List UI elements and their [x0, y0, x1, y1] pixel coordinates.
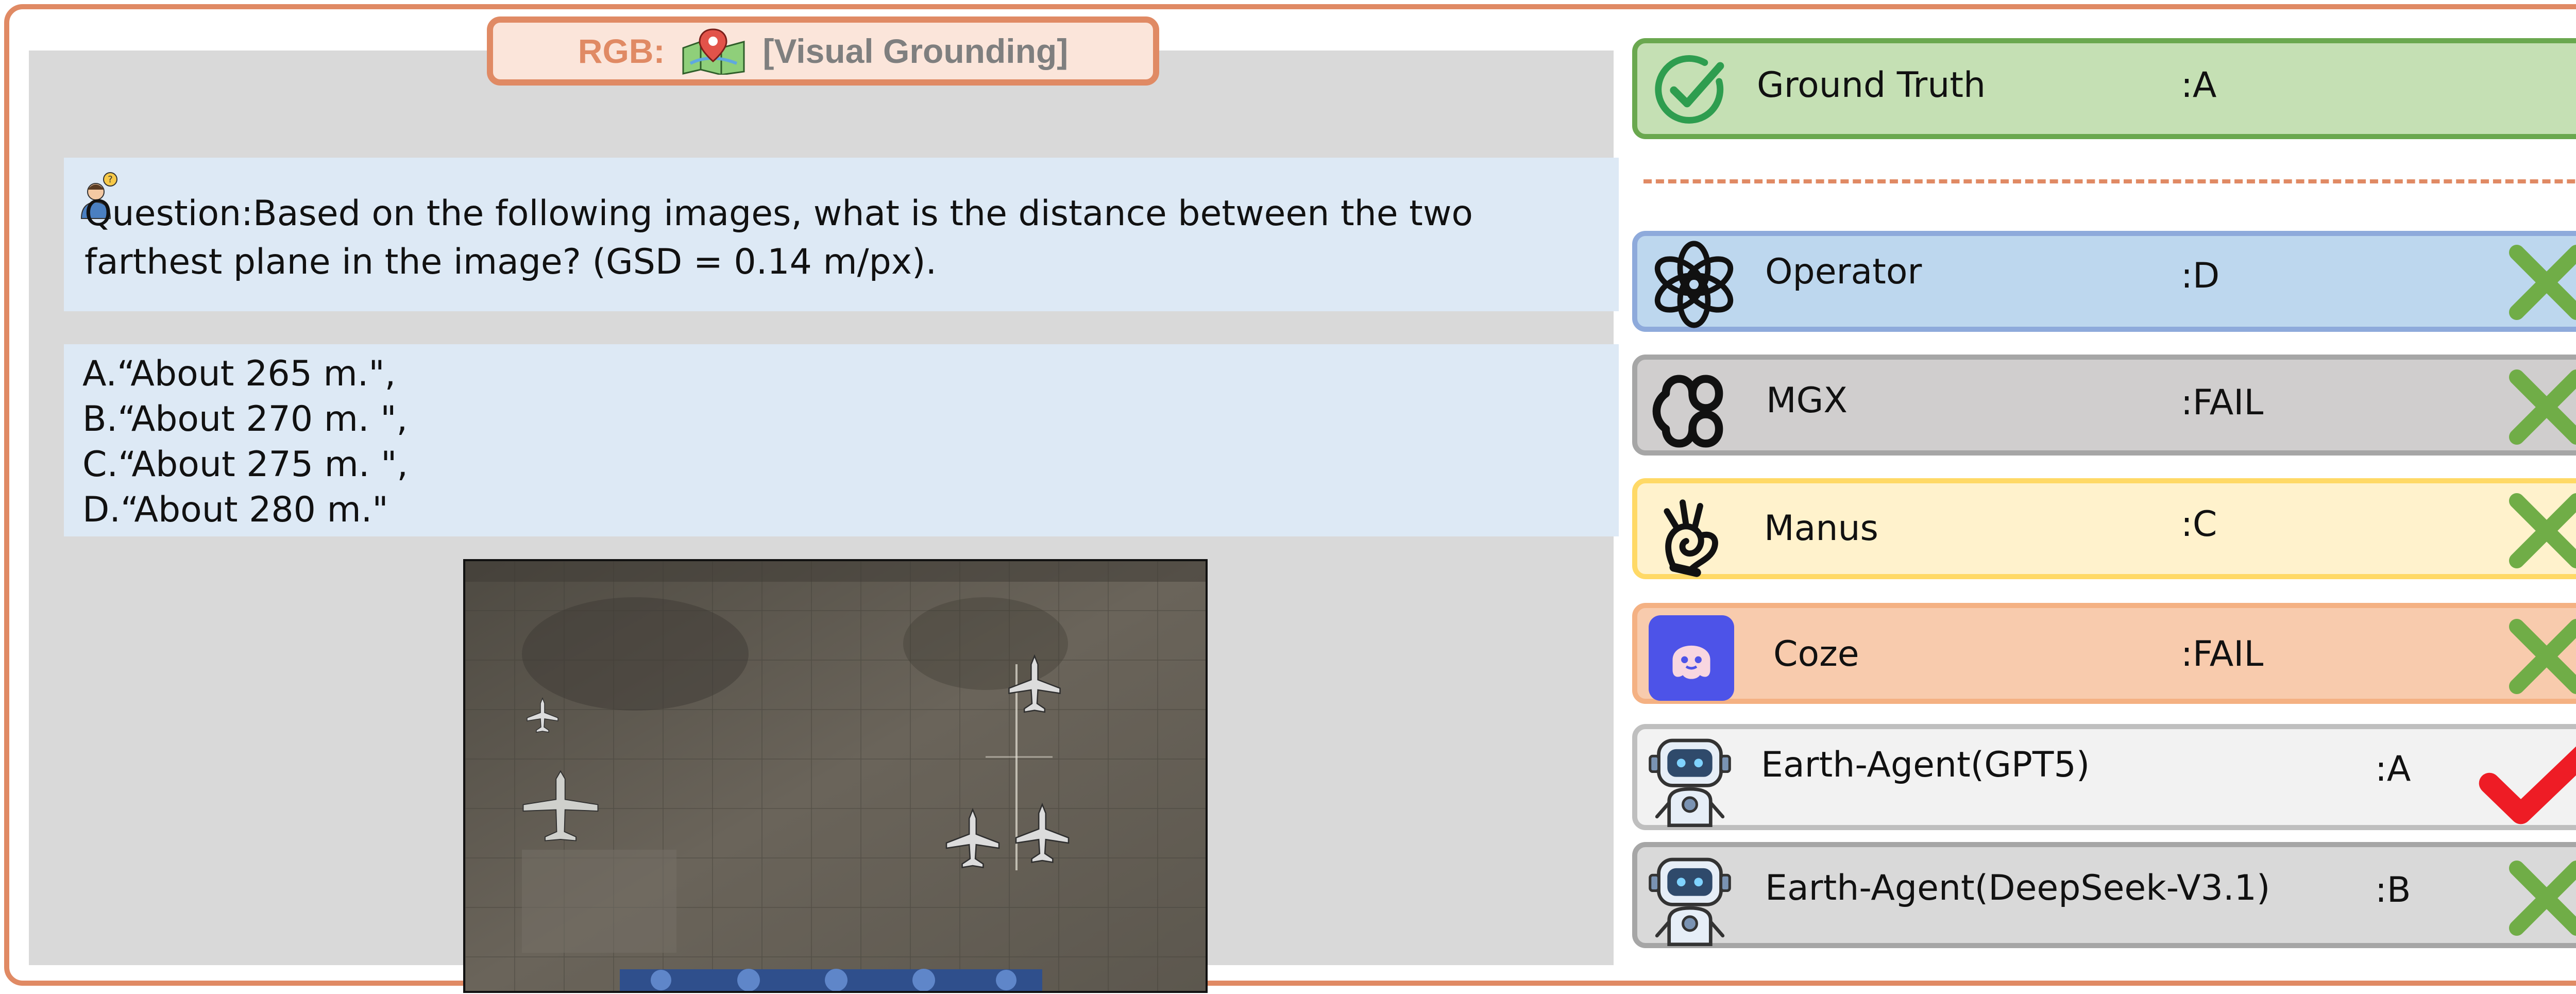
question-text: Question:Based on the following images, …	[84, 193, 1473, 282]
coze-logo-icon	[1649, 615, 1734, 701]
wrong-x-icon	[2509, 245, 2576, 320]
check-circle-icon	[1655, 55, 1724, 124]
wrong-x-icon	[2509, 619, 2576, 694]
manus-logo-icon	[1664, 499, 1718, 577]
wrong-x-icon	[2509, 861, 2576, 936]
agent-name-earth-agent-deepseek: Earth-Agent(DeepSeek-V3.1)	[1765, 868, 2270, 908]
option-a: A.“About 265 m.",	[82, 353, 396, 394]
wrong-x-icon	[2509, 369, 2576, 445]
agent-name-manus: Manus	[1764, 508, 1878, 549]
aerial-image-drawing	[465, 561, 1206, 991]
mgx-logo-icon	[1652, 375, 1723, 448]
task-header: RGB: [Visual Grounding]	[487, 16, 1159, 86]
agent-answer-coze: :FAIL	[2181, 634, 2264, 675]
agent-row-operator: Operator :D	[1632, 231, 2576, 332]
option-c: C.“About 275 m. ",	[82, 444, 408, 485]
svg-text:?: ?	[108, 174, 113, 185]
agent-name-earth-agent-gpt5: Earth-Agent(GPT5)	[1761, 745, 2090, 785]
aerial-airport-image	[463, 559, 1208, 993]
question-box: ? Question:Based on the following images…	[64, 158, 1619, 311]
ground-truth-answer: :A	[2181, 65, 2217, 106]
agent-row-earth-agent-gpt5: Earth-Agent(GPT5) :A	[1632, 724, 2576, 830]
agent-row-earth-agent-deepseek: Earth-Agent(DeepSeek-V3.1) :B	[1632, 842, 2576, 948]
modality-label: RGB:	[578, 32, 665, 70]
ground-truth-row: Ground Truth :A	[1632, 38, 2576, 139]
openai-logo-icon	[1654, 241, 1734, 328]
option-d: D.“About 280 m."	[82, 490, 388, 530]
agent-row-mgx: MGX :FAIL	[1632, 355, 2576, 456]
robot-icon	[1649, 738, 1731, 828]
agent-name-operator: Operator	[1765, 251, 1922, 292]
wrong-x-icon	[2509, 493, 2576, 568]
ground-truth-label: Ground Truth	[1757, 65, 1986, 106]
person-question-icon: ?	[80, 172, 117, 219]
question-panel: ? Question:Based on the following images…	[29, 50, 1619, 993]
agent-row-manus: Manus :C	[1632, 478, 2576, 579]
correct-check-icon	[2479, 746, 2576, 824]
task-label: [Visual Grounding]	[762, 32, 1069, 70]
agent-answer-earth-agent-deepseek: :B	[2375, 870, 2411, 911]
agent-answer-operator: :D	[2181, 256, 2220, 296]
agent-name-mgx: MGX	[1766, 380, 1848, 421]
robot-icon	[1649, 857, 1731, 947]
agent-answer-earth-agent-gpt5: :A	[2375, 749, 2411, 789]
agent-name-coze: Coze	[1773, 634, 1859, 675]
agent-answer-manus: :C	[2181, 504, 2217, 545]
agent-answer-mgx: :FAIL	[2181, 382, 2264, 423]
options-box: A.“About 265 m.", B.“About 270 m. ", C.“…	[64, 344, 1619, 536]
agent-row-coze: Coze :FAIL	[1632, 603, 2576, 704]
map-pin-icon	[682, 28, 745, 75]
section-divider	[1643, 179, 2576, 183]
option-b: B.“About 270 m. ",	[82, 399, 408, 440]
options-list: A.“About 265 m.", B.“About 270 m. ", C.“…	[82, 351, 408, 533]
